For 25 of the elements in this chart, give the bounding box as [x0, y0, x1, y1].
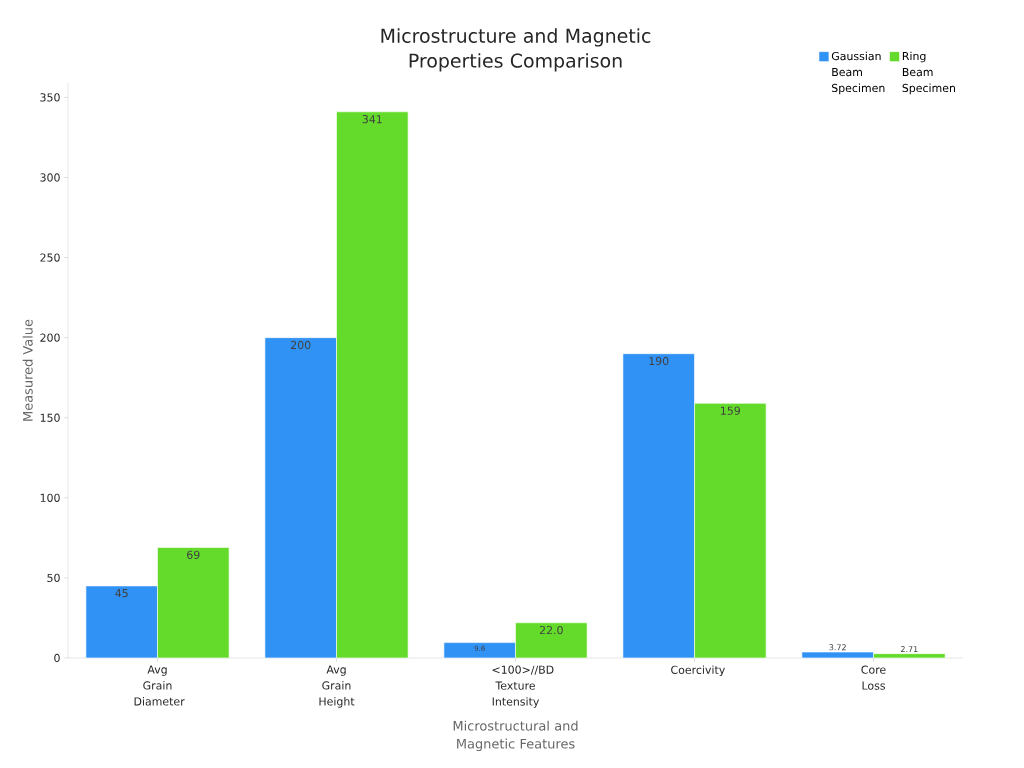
y-tick-label: 250 [40, 253, 60, 262]
data-label: 69 [187, 550, 200, 559]
data-label: 190 [649, 356, 669, 366]
data-label: 341 [362, 115, 382, 124]
legend-label: Gaussian Beam Specimen [831, 51, 885, 95]
data-label: 159 [721, 406, 740, 415]
data-label: 200 [291, 340, 311, 350]
y-tick-label: 0 [54, 653, 60, 663]
y-tick-label: 350 [40, 93, 60, 102]
x-tick-label: Coercivity [671, 665, 725, 677]
y-tick-label: 150 [40, 413, 60, 422]
x-tick-label: Core Loss [861, 665, 886, 690]
y-tick-label: 50 [47, 573, 60, 583]
x-tick-label: Avg Grain Diameter [134, 665, 185, 706]
chart-title: Microstructure and Magnetic Properties Comparison [381, 28, 651, 72]
y-tick-label: 200 [40, 333, 60, 342]
data-label: 45 [115, 589, 128, 598]
x-axis-title: Microstructural and Magnetic Features [453, 720, 578, 752]
y-axis-title: Measured Value [22, 319, 33, 421]
y-tick-label: 100 [40, 493, 60, 502]
y-tick-label: 300 [40, 173, 60, 182]
x-tick-label: Avg Grain Height [319, 665, 355, 708]
legend-label: Ring Beam Specimen [902, 51, 955, 95]
x-tick-label: <100>//BD Texture Intensity [492, 665, 554, 708]
data-label: 22.0 [539, 625, 563, 635]
